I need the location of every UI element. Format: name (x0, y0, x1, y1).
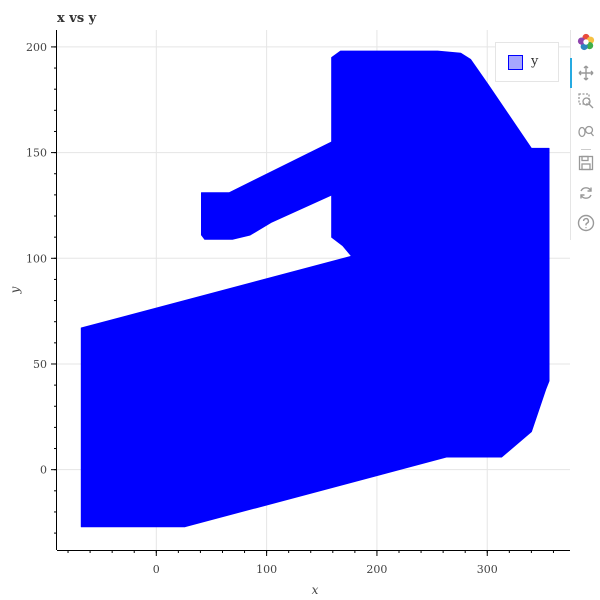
legend-swatch (508, 55, 523, 70)
box-zoom-icon[interactable] (577, 92, 595, 110)
series-0-shape-1 (201, 141, 333, 240)
x-tick-label: 200 (366, 563, 387, 576)
data-layer (80, 50, 550, 528)
pan-icon[interactable] (577, 64, 595, 82)
y-axis-label: y (8, 286, 22, 294)
y-tick-label: 200 (26, 41, 47, 54)
toolbar (570, 30, 600, 240)
toolbar-separator (581, 149, 591, 150)
y-tick-label: 0 (40, 464, 47, 477)
legend-label: y (531, 54, 539, 69)
y-tick-label: 150 (26, 147, 47, 160)
axis-layer: 0 100 200 300 0 50 100 150 200 (26, 30, 570, 576)
y-tick-label: 100 (26, 252, 47, 265)
x-tick-label: 100 (256, 563, 277, 576)
chart-title: x vs y (57, 11, 97, 26)
x-axis-label: x (312, 583, 319, 597)
series-0-shape-0 (80, 50, 550, 528)
save-icon[interactable] (577, 154, 595, 172)
y-tick-label: 50 (33, 358, 47, 371)
wheel-zoom-icon[interactable] (577, 122, 595, 140)
x-tick-label: 300 (477, 563, 498, 576)
active-tool-indicator (570, 58, 572, 88)
help-icon[interactable] (577, 214, 595, 232)
x-tick-label: 0 (153, 563, 160, 576)
bokeh-logo-icon[interactable] (577, 33, 595, 51)
legend: y (495, 42, 559, 82)
reset-icon[interactable] (577, 184, 595, 202)
